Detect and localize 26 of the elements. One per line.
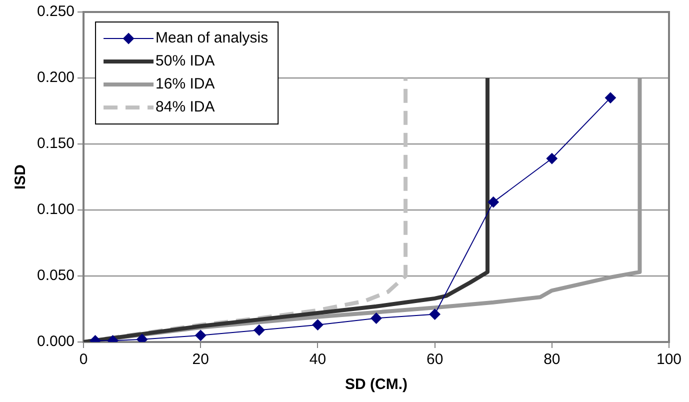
y-tick-label: 0.050 (36, 267, 75, 284)
point (370, 312, 382, 324)
legend-label: 50% IDA (156, 52, 215, 70)
x-tick-label: 20 (192, 351, 209, 368)
x-tick-label: 100 (656, 351, 682, 368)
x-tick-label: 40 (309, 351, 326, 368)
x-tick-label: 0 (79, 351, 88, 368)
point (312, 319, 324, 330)
x-tick-label: 80 (544, 351, 560, 368)
y-tick-label: 0.200 (36, 69, 75, 86)
legend-label: 16% IDA (156, 76, 215, 93)
legend-label: 84% IDA (156, 98, 215, 116)
x-tick-label: 60 (426, 351, 444, 368)
y-tick-label: 0.100 (36, 201, 75, 218)
y-tick-label: 0.000 (36, 333, 75, 350)
point (195, 330, 206, 341)
point (546, 153, 558, 164)
point (254, 324, 265, 336)
point (429, 308, 440, 320)
legend-label: Mean of analysis (156, 30, 268, 47)
x-axis-title: SD (CM.) (345, 376, 408, 394)
point (604, 92, 616, 104)
y-axis-title: ISD (12, 164, 30, 190)
point (488, 196, 499, 208)
y-tick-label: 0.150 (36, 135, 75, 152)
y-tick-label: 0.250 (36, 3, 75, 20)
